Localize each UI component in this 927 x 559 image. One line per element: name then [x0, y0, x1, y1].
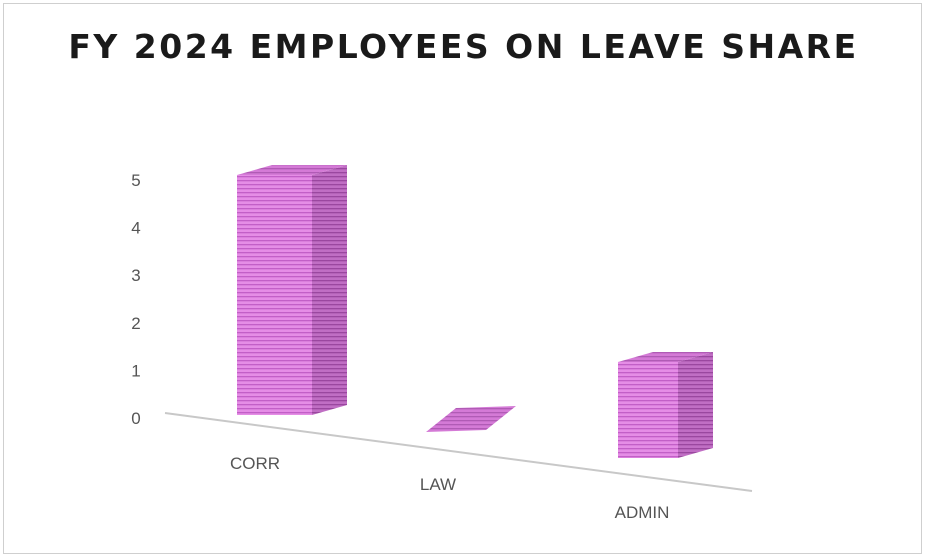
- bar-top-face: [618, 352, 713, 362]
- y-tick-label: 0: [131, 409, 140, 428]
- chart-frame: [3, 3, 922, 554]
- x-axis-floor-line: [164, 412, 753, 492]
- bar-admin: [618, 352, 713, 458]
- bar-zero-slab: [426, 406, 516, 432]
- bar-law: [426, 406, 516, 432]
- y-tick-label: 5: [131, 171, 140, 190]
- bar-front-face: [618, 362, 678, 458]
- x-category-label: CORR: [230, 454, 280, 473]
- x-category-label: LAW: [420, 475, 456, 494]
- y-tick-label: 3: [131, 266, 140, 285]
- bar-side-face: [678, 352, 713, 458]
- x-category-label: ADMIN: [615, 503, 670, 522]
- bar-top-face: [237, 165, 347, 175]
- bar-side-face: [312, 165, 347, 415]
- y-tick-label: 4: [131, 219, 140, 238]
- bar-front-face: [237, 175, 312, 415]
- y-tick-label: 2: [131, 314, 140, 333]
- y-tick-label: 1: [131, 361, 140, 380]
- chart-title: FY 2024 EMPLOYEES ON LEAVE SHARE: [68, 27, 859, 66]
- bar-corr: [237, 165, 347, 415]
